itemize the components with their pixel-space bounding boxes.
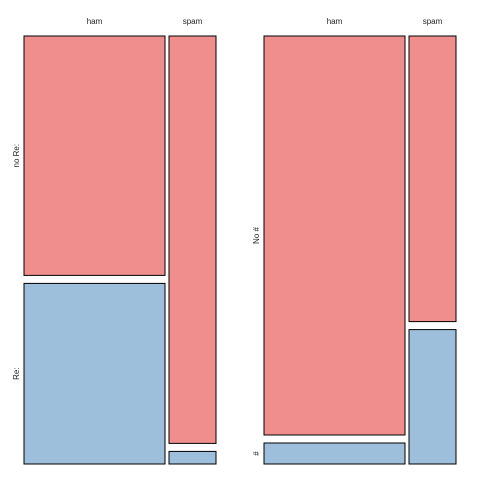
column-label-1-0: ham xyxy=(87,17,103,26)
mosaic-tile-1-1-0 xyxy=(168,35,217,444)
row-label-2-1: # xyxy=(252,451,261,456)
mosaic-tile-1-1-1 xyxy=(168,450,217,465)
mosaic-tile-1-0-0 xyxy=(23,35,166,276)
column-label-2-1: spam xyxy=(423,17,443,26)
mosaic-panel-2: ham spam No # # xyxy=(252,17,457,465)
row-label-1-1: Re: xyxy=(12,367,21,379)
column-label-2-0: ham xyxy=(327,17,343,26)
mosaic-tile-2-0-1 xyxy=(263,442,406,465)
mosaic-tile-2-1-1 xyxy=(408,329,457,465)
column-label-1-1: spam xyxy=(183,17,203,26)
mosaic-tile-2-1-0 xyxy=(408,35,457,323)
row-label-1-0: no Re: xyxy=(12,144,21,168)
mosaic-panel-1: ham spam no Re: Re: xyxy=(12,17,217,465)
row-label-2-0: No # xyxy=(252,227,261,244)
mosaic-tile-1-0-1 xyxy=(23,282,166,465)
mosaic-tile-2-0-0 xyxy=(263,35,406,436)
